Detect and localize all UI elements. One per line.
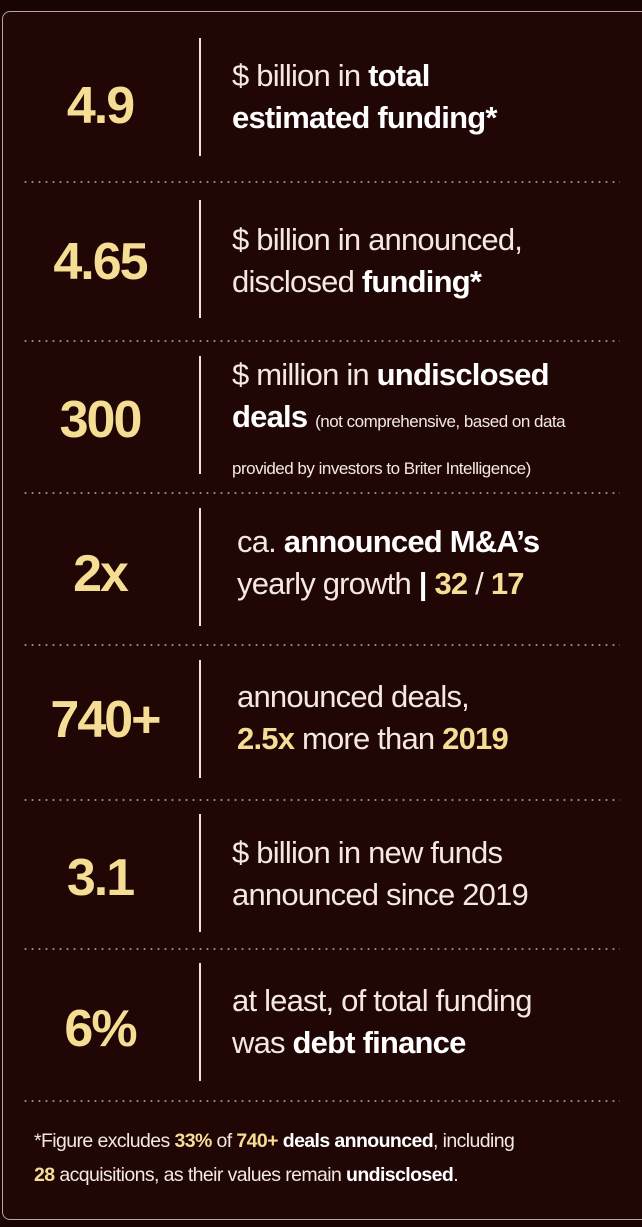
desc-text: announced deals, xyxy=(237,679,470,714)
dotted-divider xyxy=(22,799,620,801)
stat-value: 4.65 xyxy=(53,233,148,291)
desc-text: was xyxy=(232,1025,293,1060)
stat-description: $ million in undisclosed deals (not comp… xyxy=(232,354,642,490)
stat-row-announced-deals: 740+ announced deals, 2.5x more than 201… xyxy=(0,652,642,792)
stats-panel xyxy=(2,11,642,1220)
stat-row-ma-growth: 2x ca. announced M&A’s yearly growth | 3… xyxy=(0,500,642,640)
stat-description: $ billion in total estimated funding* xyxy=(232,55,642,139)
desc-text: $ billion in new funds xyxy=(232,835,503,870)
desc-bold: announced M&A’s xyxy=(283,524,540,559)
desc-note: (not comprehensive, based on data xyxy=(315,412,566,431)
divider-line xyxy=(199,963,201,1081)
stat-value: 6% xyxy=(64,1000,137,1058)
desc-bold: undisclosed xyxy=(376,357,550,392)
dotted-divider xyxy=(22,948,620,950)
desc-highlight: 17 xyxy=(490,566,525,601)
divider-line xyxy=(199,356,201,474)
stat-value: 4.9 xyxy=(66,77,135,135)
stat-value: 3.1 xyxy=(66,849,135,907)
desc-text: disclosed xyxy=(232,264,362,299)
stat-row-disclosed-funding: 4.65 $ billion in announced, disclosed f… xyxy=(0,190,642,330)
desc-text: $ billion in xyxy=(232,58,369,93)
desc-text: at least, of total funding xyxy=(232,983,533,1018)
footnote: *Figure excludes 33% of 740+ deals annou… xyxy=(34,1124,634,1192)
desc-text: $ billion in announced, xyxy=(232,222,523,257)
desc-bold: total xyxy=(368,58,430,93)
desc-bold: deals xyxy=(232,399,308,434)
stat-value: 2x xyxy=(73,545,129,603)
footnote-text: of xyxy=(211,1130,237,1152)
desc-highlight: 2.5x xyxy=(237,721,295,756)
footnote-highlight: 33% xyxy=(174,1130,212,1152)
stat-description: ca. announced M&A’s yearly growth | 32 /… xyxy=(237,521,642,605)
dotted-divider xyxy=(22,1100,620,1102)
desc-bold: estimated funding* xyxy=(232,100,497,135)
footnote-text: , including xyxy=(433,1130,515,1152)
stat-value: 740+ xyxy=(50,691,161,749)
stat-description: at least, of total funding was debt fina… xyxy=(232,980,642,1064)
dotted-divider xyxy=(22,181,620,183)
divider-line xyxy=(199,38,201,156)
desc-note: provided by investors to Briter Intellig… xyxy=(232,459,531,478)
stat-description: $ billion in announced, disclosed fundin… xyxy=(232,219,642,303)
desc-bold: funding* xyxy=(361,264,482,299)
stat-value: 300 xyxy=(59,391,143,449)
divider-line xyxy=(199,508,201,626)
stat-row-debt-finance: 6% at least, of total funding was debt f… xyxy=(0,955,642,1095)
desc-highlight: 32 xyxy=(434,566,468,601)
desc-bold: | xyxy=(418,566,428,601)
dotted-divider xyxy=(22,340,620,342)
stat-description: announced deals, 2.5x more than 2019 xyxy=(237,676,642,760)
footnote-text: *Figure excludes xyxy=(34,1130,175,1152)
footnote-bold: deals announced xyxy=(277,1130,434,1152)
desc-text: $ million in xyxy=(232,357,377,392)
desc-bold: debt finance xyxy=(292,1025,467,1060)
footnote-text: acquisitions, as their values remain xyxy=(54,1164,347,1186)
stat-description: $ billion in new funds announced since 2… xyxy=(232,832,642,916)
desc-text: / xyxy=(467,566,491,601)
dotted-divider xyxy=(22,644,620,646)
footnote-text: . xyxy=(453,1164,459,1186)
stat-row-new-funds: 3.1 $ billion in new funds announced sin… xyxy=(0,806,642,946)
desc-highlight: 2019 xyxy=(442,721,509,756)
desc-text: more than xyxy=(294,721,443,756)
divider-line xyxy=(199,814,201,932)
stat-row-total-funding: 4.9 $ billion in total estimated funding… xyxy=(0,30,642,170)
footnote-highlight: 740+ xyxy=(236,1130,278,1152)
footnote-bold: undisclosed xyxy=(346,1164,454,1186)
dotted-divider xyxy=(22,492,620,494)
stat-row-undisclosed-deals: 300 $ million in undisclosed deals (not … xyxy=(0,348,642,488)
footnote-highlight: 28 xyxy=(34,1164,55,1186)
desc-text: announced since 2019 xyxy=(232,877,529,912)
desc-text: yearly growth xyxy=(237,566,419,601)
desc-text: ca. xyxy=(237,524,284,559)
divider-line xyxy=(199,200,201,318)
divider-line xyxy=(199,660,201,778)
